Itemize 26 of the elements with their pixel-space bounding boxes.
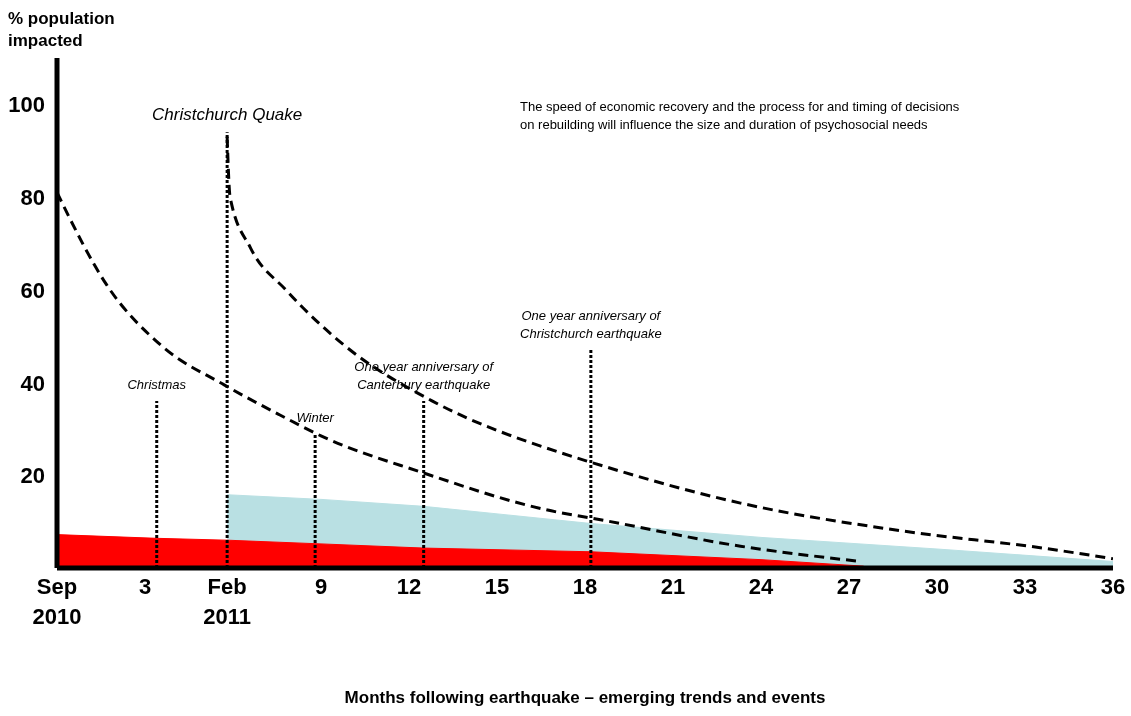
annotation: The speed of economic recovery and the process for and timing of decisions on rebuilding will influence the size and duration of psychosocial needs [520, 98, 960, 134]
ref-line-label: Christchurch Quake [152, 105, 303, 125]
x-tick-label: 9 [314, 574, 328, 599]
x-tick-label: 3 [138, 574, 152, 599]
x-axis-title: Months following earthquake – emerging trends and events [343, 688, 827, 708]
ref-line-label: One year anniversary of Canterbury earthquake [354, 359, 495, 393]
y-tick-label: 20 [20, 463, 45, 489]
x-tick-label: 36 [1100, 574, 1126, 599]
x-tick-label: 24 [748, 574, 774, 599]
x-tick-label: 21 [660, 574, 686, 599]
x-tick-label: 27 [836, 574, 862, 599]
ref-line-label: Christmas [127, 377, 187, 393]
x-tick-label: 33 [1012, 574, 1038, 599]
x-tick-label: 30 [924, 574, 950, 599]
x-tick-label: 12 [396, 574, 422, 599]
x-tick-label: Sep 2010 [32, 574, 82, 629]
y-tick-label: 100 [8, 92, 45, 118]
y-tick-label: 80 [20, 185, 45, 211]
y-axis-title: % population impacted [8, 8, 116, 52]
y-tick-label: 40 [20, 370, 45, 396]
ref-line-label: One year anniversary of Christchurch earthquake [520, 308, 662, 342]
ref-line-label: Winter [296, 409, 335, 425]
y-tick-label: 60 [20, 277, 45, 303]
x-tick-label: 15 [484, 574, 510, 599]
x-tick-label: 18 [572, 574, 598, 599]
x-tick-label: Feb 2011 [203, 574, 251, 629]
